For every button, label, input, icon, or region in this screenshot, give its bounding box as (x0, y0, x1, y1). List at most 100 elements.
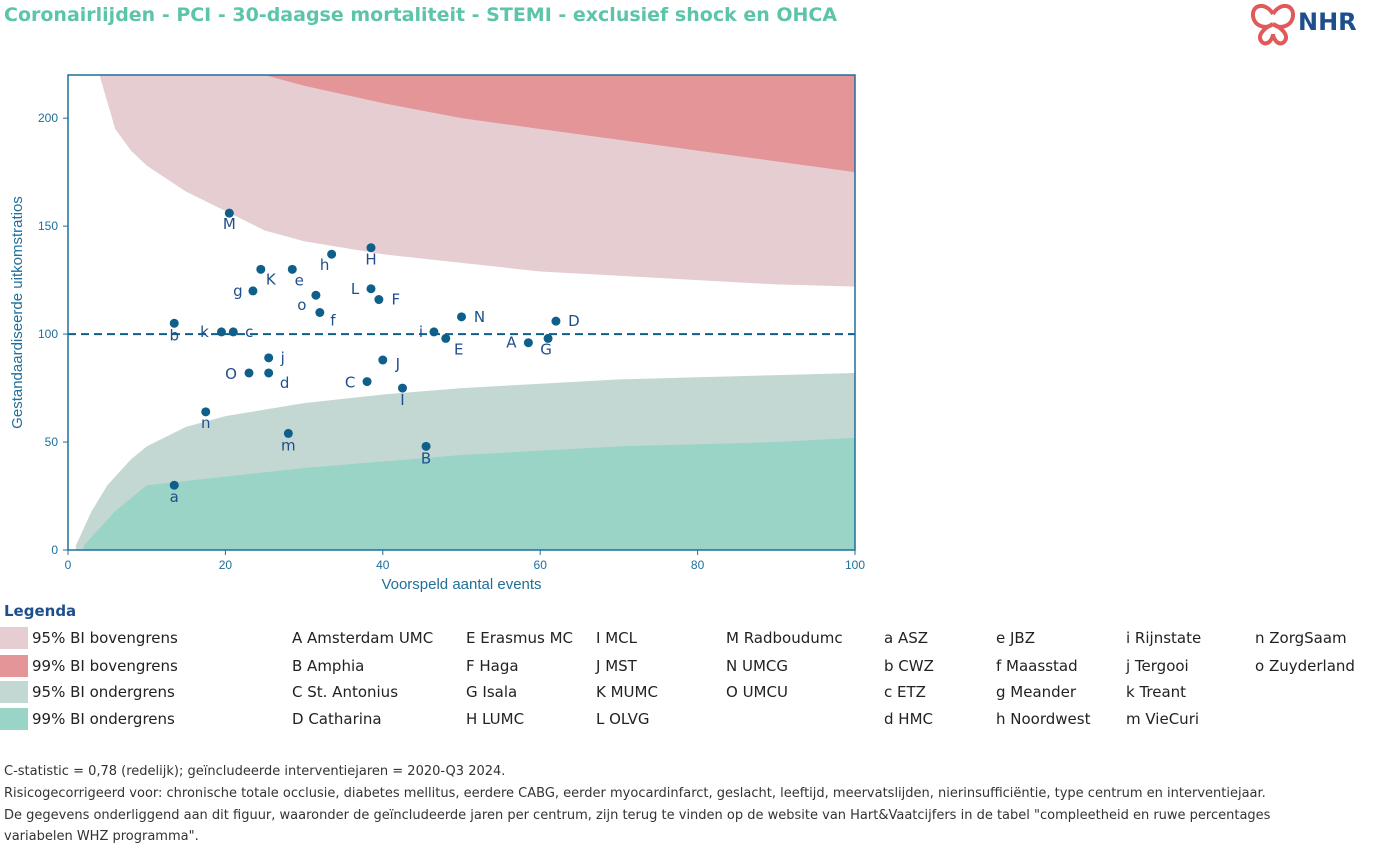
x-axis-ticks: 0 20 40 60 80 100 (65, 550, 865, 572)
y-tick-label: 100 (38, 327, 58, 341)
legend-hospital-item: F Haga (466, 657, 519, 675)
point-label: F (392, 291, 401, 309)
x-axis-label: Voorspeld aantal events (381, 576, 541, 593)
data-point-I (397, 383, 407, 393)
legend-swatch (0, 655, 28, 677)
legend-swatch (0, 708, 28, 730)
data-point-J (378, 355, 388, 365)
legend-hospital-item: m VieCuri (1126, 710, 1200, 728)
x-tick-label: 40 (376, 558, 390, 572)
data-point-C (362, 377, 372, 387)
point-label: o (297, 296, 306, 314)
legend-hospital-item: C St. Antonius (292, 683, 399, 701)
legend-hospital-item: j Tergooi (1126, 657, 1189, 675)
point-label: b (169, 326, 179, 344)
legend-hospital-item: a ASZ (884, 629, 929, 647)
nhr-heart-logo-icon (1251, 4, 1295, 46)
data-point-b (169, 318, 179, 328)
point-label: G (540, 340, 552, 358)
data-point-o (311, 290, 321, 300)
point-label: e (295, 271, 304, 289)
data-point-j (264, 353, 274, 363)
point-label: m (281, 436, 296, 454)
legend-band-label: 95% BI ondergrens (32, 683, 175, 701)
legend-hospital-item: h Noordwest (996, 710, 1091, 728)
legend-band-label: 99% BI bovengrens (32, 657, 178, 675)
point-label: N (474, 308, 485, 326)
band-lower-99 (83, 437, 855, 550)
point-label: j (280, 349, 285, 367)
data-point-H (366, 243, 376, 253)
data-point-e (287, 264, 297, 274)
point-label: f (330, 312, 336, 330)
legend-title: Legenda (4, 602, 77, 620)
data-point-K (256, 264, 266, 274)
point-label: I (400, 391, 404, 409)
data-point-L (366, 284, 376, 294)
legend-hospital-item: K MUMC (596, 683, 658, 701)
x-tick-label: 0 (65, 558, 72, 572)
footer-line: variabelen WHZ programma". (4, 829, 199, 844)
point-label: a (170, 488, 179, 506)
point-label: n (201, 414, 211, 432)
point-label: D (568, 312, 580, 330)
legend-hospital-item: k Treant (1126, 683, 1187, 701)
legend-hospital-item: L OLVG (596, 710, 650, 728)
legend-band-label: 99% BI ondergrens (32, 710, 175, 728)
y-tick-label: 0 (51, 543, 58, 557)
nhr-logo-text: NHR (1298, 8, 1357, 36)
data-point-M (224, 208, 234, 218)
data-point-F (374, 295, 384, 305)
data-point-G (543, 333, 553, 343)
y-axis-ticks: 0 50 100 150 200 (38, 111, 68, 557)
legend-swatch (0, 627, 28, 649)
data-point-O (244, 368, 254, 378)
legend-swatch (0, 681, 28, 703)
data-point-i (429, 327, 439, 337)
data-point-c (228, 327, 238, 337)
legend-hospital-item: i Rijnstate (1126, 629, 1202, 647)
legend-band-label: 95% BI bovengrens (32, 629, 178, 647)
data-point-k (216, 327, 226, 337)
legend-hospital-item: o Zuyderland (1255, 657, 1355, 675)
data-point-E (441, 333, 451, 343)
y-tick-label: 150 (38, 219, 58, 233)
legend-hospital-item: B Amphia (292, 657, 365, 675)
legend-hospital-item: c ETZ (884, 683, 926, 701)
data-point-f (315, 308, 325, 317)
legend-hospital-item: I MCL (596, 629, 637, 647)
footer-line: Risicogecorrigeerd voor: chronische tota… (4, 786, 1266, 801)
point-label: E (454, 340, 463, 358)
plot-frame (67, 74, 856, 551)
page-title: Coronairlijden - PCI - 30-daagse mortali… (4, 4, 838, 26)
data-point-B (421, 441, 431, 451)
legend-hospital-item: O UMCU (726, 683, 788, 701)
point-label: O (225, 365, 237, 383)
funnel-plot: Mh H K e g L Fo f N Db k c i E A Gj J O d C In m Ba 0 20 40 60 80 1… (9, 74, 865, 593)
point-label: K (266, 270, 277, 288)
legend-hospital-item: N UMCG (726, 657, 789, 675)
data-points: Mh H K e g L Fo f N Db k c i E A Gj J O d C In m Ba (169, 208, 580, 506)
legend-hospital-item: G Isala (466, 683, 518, 701)
data-point-a (169, 480, 179, 490)
legend-hospital-item: M Radboudumc (726, 629, 843, 647)
data-point-D (551, 316, 561, 326)
point-label: L (351, 280, 360, 298)
confidence-bands (75, 75, 855, 550)
point-label: B (421, 449, 431, 467)
data-point-N (457, 312, 466, 322)
data-point-A (523, 338, 533, 348)
point-label: k (200, 323, 209, 341)
legend-hospital-item: e JBZ (996, 629, 1035, 647)
point-label: J (395, 355, 400, 373)
point-label: h (320, 256, 330, 274)
legend-hospital-item: D Catharina (292, 710, 382, 728)
point-label: A (506, 334, 517, 352)
y-tick-label: 200 (38, 111, 58, 125)
data-point-g (248, 286, 258, 296)
point-label: i (419, 323, 423, 341)
data-point-d (264, 368, 274, 378)
footer-line: De gegevens onderliggend aan dit figuur,… (4, 808, 1271, 823)
y-axis-label: Gestandaardiseerde uitkomstratios (9, 196, 26, 429)
point-label: H (365, 251, 376, 269)
